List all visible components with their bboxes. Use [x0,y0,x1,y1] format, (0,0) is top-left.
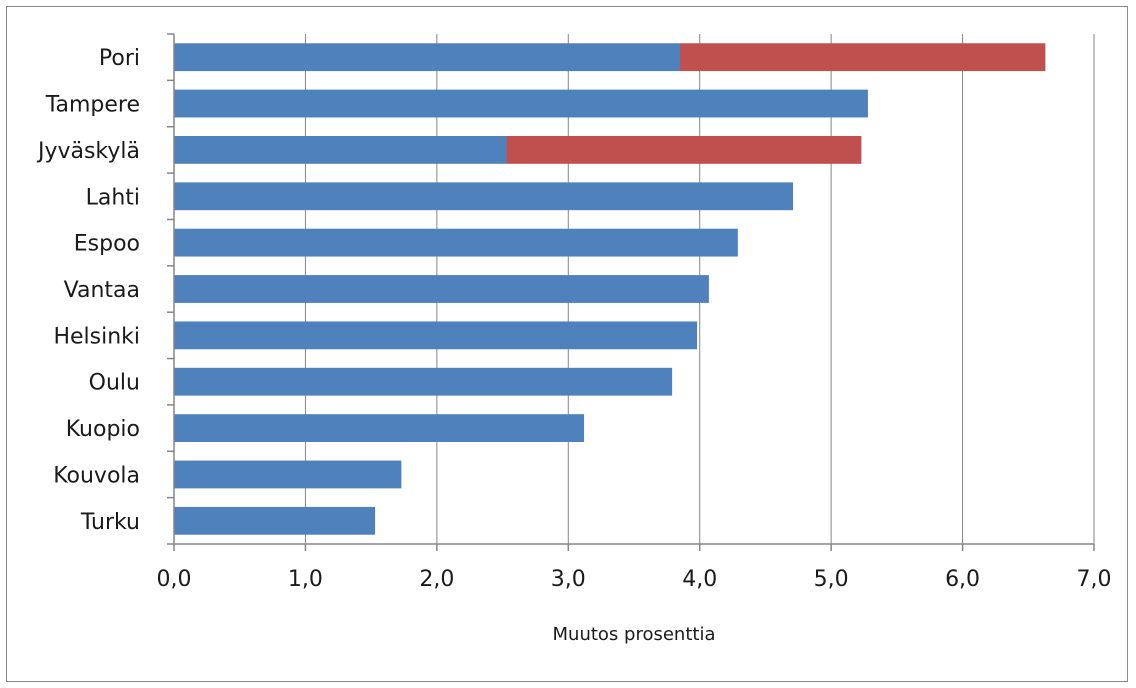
category-label: Helsinki [53,324,140,349]
x-tick-label: 4,0 [682,567,717,592]
category-label: Tampere [45,93,140,118]
x-tick-label: 1,0 [288,567,323,592]
x-axis-title: Muutos prosenttia [553,624,716,645]
category-label: Jyväskylä [36,139,140,164]
bar-1-espoo [174,228,738,257]
bar-1-jyväskylä [174,136,507,164]
category-labels: Pori Tampere Jyväskylä Lahti Espoo Vantaa Hels… [36,46,140,535]
x-tick-label: 0,0 [157,567,192,592]
bar-2-jyväskylä [506,136,862,164]
bar-1-lahti [174,182,794,211]
bar-1-kouvola [174,460,402,489]
category-label: Kouvola [53,463,140,488]
axis-ticks [167,33,1095,551]
x-tick-label: 7,0 [1077,567,1112,592]
gridlines [304,34,1095,544]
category-label: Vantaa [64,278,140,303]
bar-1-vantaa [174,275,709,303]
bar-1-kuopio [174,414,585,442]
category-label: Kuopio [66,417,140,442]
bar-1-tampere [174,89,868,118]
category-label: Lahti [86,185,140,210]
bar-1-turku [174,506,376,535]
bar-1-pori [174,43,680,72]
bars [174,43,1046,535]
bar-1-oulu [174,367,673,396]
category-label: Pori [99,46,140,71]
bar-1-helsinki [174,321,698,350]
category-label: Espoo [74,232,140,257]
category-label: Turku [80,510,140,535]
x-tick-label: 5,0 [814,567,849,592]
x-tick-label: 2,0 [419,567,454,592]
bar-2-pori [680,43,1046,72]
category-label: Oulu [89,371,140,396]
x-tick-labels: 0,0 1,0 2,0 3,0 4,0 5,0 6,0 7,0 [157,567,1112,592]
x-tick-label: 6,0 [945,567,980,592]
x-tick-label: 3,0 [551,567,586,592]
